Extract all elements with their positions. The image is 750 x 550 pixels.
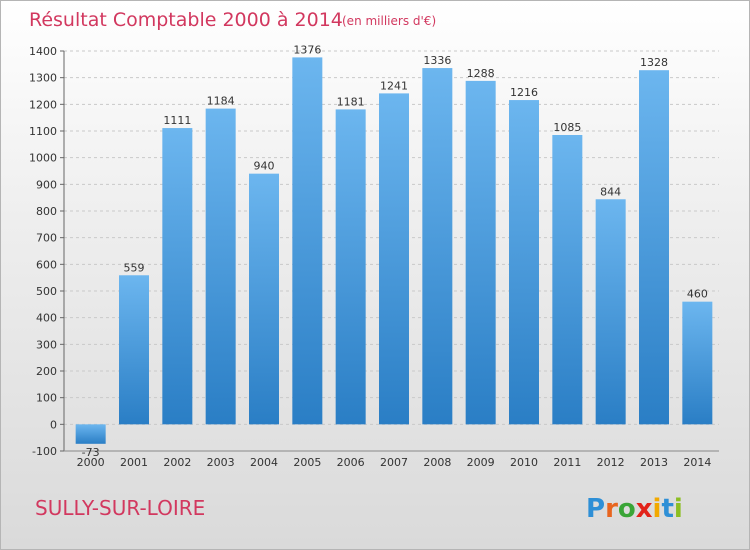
bars-layer bbox=[75, 57, 713, 444]
bar-2012 bbox=[595, 199, 626, 425]
bar-2005 bbox=[292, 57, 323, 425]
y-tick-label: 800 bbox=[36, 205, 57, 218]
logo-letter: x bbox=[636, 494, 653, 524]
x-tick-label-2013: 2013 bbox=[640, 456, 668, 469]
chart-title: Résultat Comptable 2000 à 2014 bbox=[29, 9, 343, 31]
value-label-2008: 1336 bbox=[423, 54, 451, 67]
x-tick-label-2007: 2007 bbox=[380, 456, 408, 469]
value-label-2009: 1288 bbox=[467, 67, 495, 80]
value-label-2013: 1328 bbox=[640, 56, 668, 69]
bar-2002 bbox=[162, 128, 193, 425]
x-tick-label-2011: 2011 bbox=[553, 456, 581, 469]
y-tick-label: 500 bbox=[36, 285, 57, 298]
value-labels-layer: -73 559 1111 1184 940 1376 1181 1241 1336 1288 121… bbox=[82, 43, 708, 458]
value-label-2003: 1184 bbox=[207, 95, 235, 108]
value-label-2005: 1376 bbox=[293, 43, 321, 56]
x-tick-label-2002: 2002 bbox=[163, 456, 191, 469]
y-tick-label: 0 bbox=[50, 418, 57, 431]
value-label-2006: 1181 bbox=[337, 95, 365, 108]
proxiti-logo: Proxiti bbox=[586, 494, 683, 524]
y-tick-label: 200 bbox=[36, 365, 57, 378]
value-label-2002: 1111 bbox=[163, 114, 191, 127]
bar-2013 bbox=[639, 70, 669, 425]
axis-layer: -100 0 100 200 300 400 500 600 700 800 900 1000 1100… bbox=[29, 45, 719, 458]
commune-name: SULLY-SUR-LOIRE bbox=[35, 496, 205, 520]
value-label-2012: 844 bbox=[600, 185, 621, 198]
x-tick-label-2014: 2014 bbox=[683, 456, 711, 469]
x-tick-label-2010: 2010 bbox=[510, 456, 538, 469]
bar-2010 bbox=[509, 100, 539, 425]
bar-2011 bbox=[552, 135, 583, 425]
bar-2006 bbox=[335, 109, 366, 425]
x-tick-label-2012: 2012 bbox=[597, 456, 625, 469]
x-tick-labels-layer: 2000 2001 2002 2003 2004 2005 2006 2007 2008 2009… bbox=[77, 456, 712, 469]
x-tick-label-2006: 2006 bbox=[337, 456, 365, 469]
bar-2004 bbox=[249, 173, 279, 425]
value-label-2014: 460 bbox=[687, 288, 708, 301]
y-tick-label: 1200 bbox=[29, 98, 57, 111]
y-tick-label: 300 bbox=[36, 338, 57, 351]
bar-2009 bbox=[465, 80, 496, 425]
x-tick-label-2005: 2005 bbox=[293, 456, 321, 469]
y-tick-label: 900 bbox=[36, 178, 57, 191]
x-tick-label-2000: 2000 bbox=[77, 456, 105, 469]
y-tick-label: 1000 bbox=[29, 152, 57, 165]
y-tick-label: 700 bbox=[36, 232, 57, 245]
value-label-2007: 1241 bbox=[380, 79, 408, 92]
value-label-2011: 1085 bbox=[553, 121, 581, 134]
logo-letter: r bbox=[605, 494, 618, 524]
x-tick-label-2004: 2004 bbox=[250, 456, 278, 469]
value-label-2000: -73 bbox=[82, 446, 100, 459]
x-tick-label-2001: 2001 bbox=[120, 456, 148, 469]
value-label-2004: 940 bbox=[254, 160, 275, 173]
chart-subtitle: (en milliers d'€) bbox=[342, 14, 436, 28]
value-label-2001: 559 bbox=[124, 261, 145, 274]
bar-2000 bbox=[75, 424, 106, 444]
logo-letter: o bbox=[618, 494, 636, 524]
x-tick-label-2008: 2008 bbox=[423, 456, 451, 469]
bar-2001 bbox=[119, 275, 149, 425]
y-tick-label: 1300 bbox=[29, 72, 57, 85]
y-tick-label: -100 bbox=[32, 445, 57, 458]
bar-2014 bbox=[682, 301, 713, 425]
y-tick-label: 400 bbox=[36, 312, 57, 325]
bar-2007 bbox=[379, 93, 409, 425]
y-tick-label: 1100 bbox=[29, 125, 57, 138]
y-tick-label: 600 bbox=[36, 258, 57, 271]
bar-2008 bbox=[422, 68, 453, 425]
logo-letter: i bbox=[674, 494, 683, 524]
y-tick-label: 1400 bbox=[29, 45, 57, 58]
logo-letter: i bbox=[653, 494, 662, 524]
y-tick-label: 100 bbox=[36, 392, 57, 405]
bar-2003 bbox=[205, 108, 236, 425]
x-tick-label-2009: 2009 bbox=[467, 456, 495, 469]
logo-letter: P bbox=[586, 494, 605, 524]
value-label-2010: 1216 bbox=[510, 86, 538, 99]
logo-letter: t bbox=[661, 494, 673, 524]
x-tick-label-2003: 2003 bbox=[207, 456, 235, 469]
